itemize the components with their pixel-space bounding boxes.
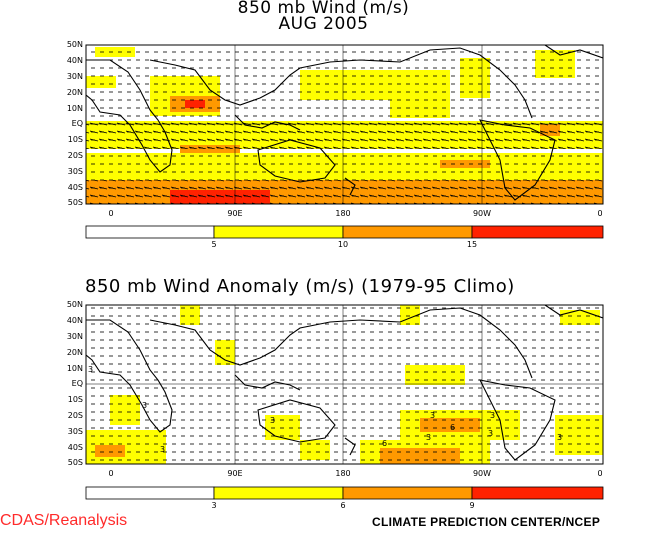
lat-label: 20N — [66, 348, 83, 357]
lat-label: 50N — [66, 300, 83, 309]
contour-label: 3 — [270, 416, 275, 425]
lat-label: 50S — [67, 458, 83, 467]
colorbar-label: 9 — [469, 501, 475, 510]
bottom-grid — [86, 305, 603, 464]
top-colorbar-bin-4 — [471, 225, 604, 239]
lon-label: 0 — [597, 469, 603, 478]
top-wind-map — [86, 45, 603, 204]
lat-label: 10S — [67, 395, 83, 404]
contour-label: 3 — [426, 433, 431, 442]
lon-label: 90E — [227, 209, 243, 218]
bottom-colorbar-bin-2 — [213, 486, 344, 500]
top-colorbar-bin-3 — [342, 225, 473, 239]
colorbar-label: 6 — [340, 501, 346, 510]
contour-label: 3 — [160, 445, 165, 454]
lat-label: EQ — [71, 119, 83, 128]
bottom-colorbar-bin-3 — [342, 486, 473, 500]
top-colorbar — [85, 225, 604, 239]
lat-label: 30S — [67, 427, 83, 436]
contour-label: 3 — [142, 401, 147, 410]
top-grid — [86, 45, 603, 204]
top-colorbar-bin-1 — [85, 225, 215, 239]
lon-label: 90E — [227, 469, 243, 478]
colorbar-label: 5 — [211, 240, 217, 249]
lon-label: 0 — [108, 209, 114, 218]
lat-label: 30S — [67, 167, 83, 176]
contour-label: 3 — [88, 365, 93, 374]
lat-label: 50N — [66, 40, 83, 49]
top-coastlines — [86, 45, 603, 201]
lon-label: 0 — [108, 469, 114, 478]
lat-label: 20S — [67, 411, 83, 420]
contour-label: 6 — [450, 423, 455, 432]
top-map-title: 850 mb Wind (m/s) — [237, 0, 410, 18]
lat-label: 30N — [66, 72, 83, 81]
credit-label: CLIMATE PREDICTION CENTER/NCEP — [372, 515, 601, 529]
contour-label: 3 — [430, 411, 435, 420]
lon-label: 0 — [597, 209, 603, 218]
bottom-map-title: 850 mb Wind Anomaly (m/s) (1979-95 Climo… — [85, 276, 515, 297]
lat-label: 40N — [66, 56, 83, 65]
lon-label: 180 — [335, 209, 351, 218]
lat-label: EQ — [71, 379, 83, 388]
lat-label: 50S — [67, 198, 83, 207]
bottom-contour-labels: 3 3 3 3 3 6 3 3 6 3 3 — [88, 365, 562, 454]
lat-label: 40N — [66, 316, 83, 325]
top-map-date: AUG 2005 — [278, 14, 369, 34]
lat-label: 10N — [66, 364, 83, 373]
source-label: CDAS/Reanalysis — [0, 512, 128, 529]
lat-label: 40S — [67, 443, 83, 452]
bottom-colorbar-bin-4 — [471, 486, 604, 500]
top-colorbar-bin-2 — [213, 225, 344, 239]
colorbar-label: 10 — [337, 240, 349, 249]
colorbar-label: 3 — [211, 501, 217, 510]
bottom-map-frame — [85, 304, 604, 465]
bottom-coastlines — [86, 305, 603, 461]
contour-label: 3 — [490, 411, 495, 420]
lat-label: 10N — [66, 104, 83, 113]
lon-label: 180 — [335, 469, 351, 478]
lat-label: 30N — [66, 332, 83, 341]
lat-label: 20S — [67, 151, 83, 160]
top-map-frame — [85, 44, 604, 205]
lat-label: 10S — [67, 135, 83, 144]
lat-label: 20N — [66, 88, 83, 97]
contour-label: 6 — [382, 439, 387, 448]
lon-label: 90W — [472, 469, 492, 478]
bottom-anomaly-map — [86, 305, 603, 464]
contour-label: 3 — [488, 429, 493, 438]
bottom-colorbar-bin-1 — [85, 486, 215, 500]
lon-label: 90W — [472, 209, 492, 218]
contour-label: 3 — [557, 433, 562, 442]
colorbar-label: 15 — [466, 240, 478, 249]
lat-label: 40S — [67, 183, 83, 192]
bottom-colorbar — [85, 486, 604, 500]
